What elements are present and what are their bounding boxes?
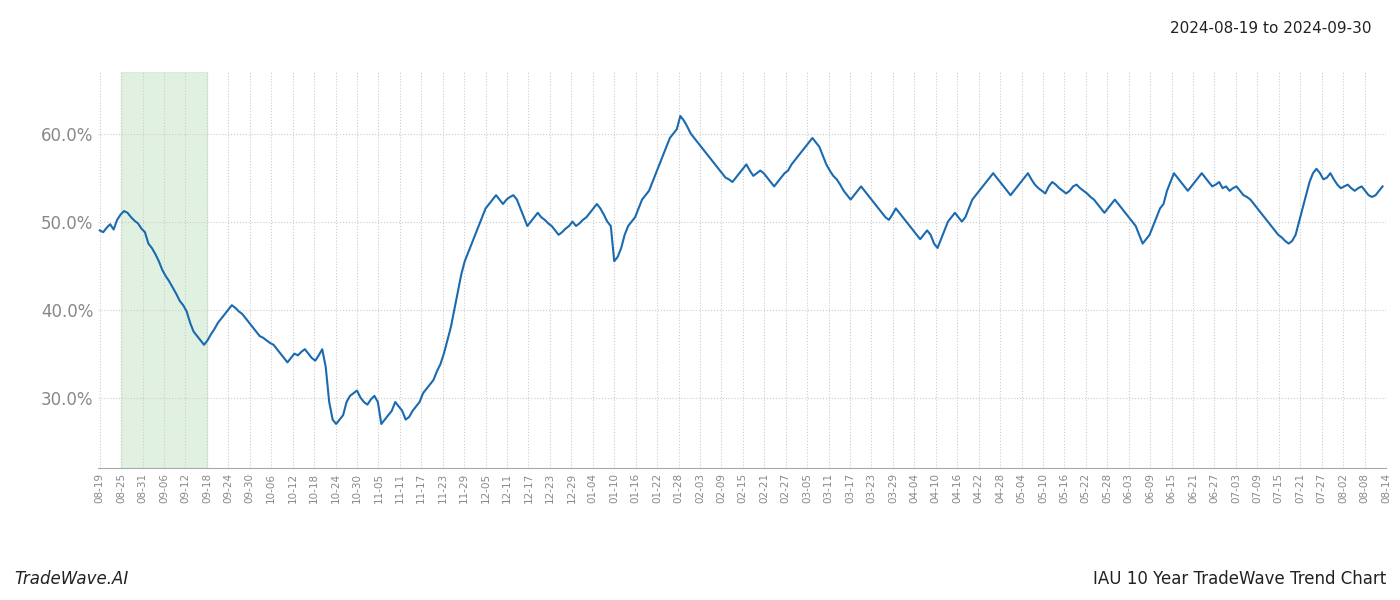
Text: TradeWave.AI: TradeWave.AI	[14, 570, 129, 588]
Text: IAU 10 Year TradeWave Trend Chart: IAU 10 Year TradeWave Trend Chart	[1093, 570, 1386, 588]
Text: 2024-08-19 to 2024-09-30: 2024-08-19 to 2024-09-30	[1170, 21, 1372, 36]
Bar	[122, 72, 207, 468]
